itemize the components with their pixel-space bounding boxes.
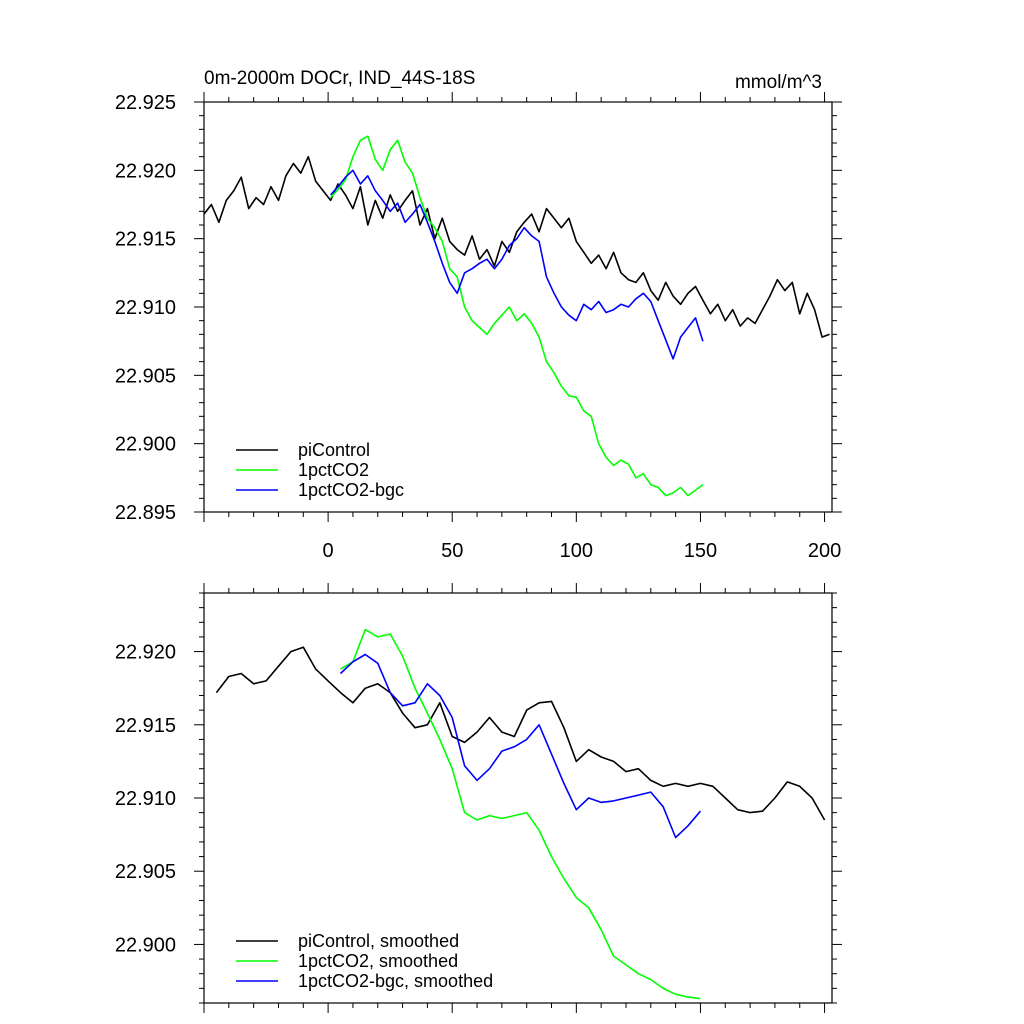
legend-label: 1pctCO2, smoothed xyxy=(298,951,458,971)
y-tick-label: 22.895 xyxy=(115,502,176,524)
series-line-1pctco2-bgc xyxy=(330,169,704,360)
legend-label: 1pctCO2-bgc, smoothed xyxy=(298,971,493,991)
series-line-picontrol-smoothed xyxy=(215,646,826,821)
x-tick-label: 150 xyxy=(684,540,717,562)
x-tick-label: 0 xyxy=(323,540,334,562)
bottom-axes-group: 22.900 22.905 22.910 22.915 22.920 xyxy=(115,583,842,1013)
top-panel: 0m-2000m DOCr, IND_44S-18S mmol/m^3 0 50 1… xyxy=(115,68,842,562)
units-label: mmol/m^3 xyxy=(735,72,822,93)
legend-label: piControl xyxy=(298,440,370,460)
y-tick-label: 22.905 xyxy=(115,365,176,387)
series-line-picontrol xyxy=(204,155,830,338)
x-tick-label: 200 xyxy=(808,540,841,562)
y-tick-label: 22.915 xyxy=(115,229,176,251)
y-tick-label: 22.900 xyxy=(115,934,176,956)
y-tick-label: 22.915 xyxy=(115,715,176,737)
y-tick-label: 22.900 xyxy=(115,434,176,456)
legend-label: 1pctCO2-bgc xyxy=(298,480,404,500)
series-line-1pctco2-smoothed xyxy=(340,628,701,1000)
bottom-series-group xyxy=(215,628,826,1000)
panel-title: 0m-2000m DOCr, IND_44S-18S xyxy=(204,68,475,89)
series-line-1pctco2-bgc-smoothed xyxy=(339,653,702,839)
x-tick-label: 100 xyxy=(560,540,593,562)
y-tick-label: 22.920 xyxy=(115,642,176,664)
y-tick-label: 22.925 xyxy=(115,92,176,114)
top-series-group xyxy=(204,135,830,497)
y-tick-label: 22.920 xyxy=(115,160,176,182)
series-line-1pctco2 xyxy=(330,135,704,497)
top-axes-group: 0 50 100 150 200 22.895 22.900 22.905 22.910 22.9… xyxy=(115,92,842,562)
y-tick-label: 22.905 xyxy=(115,861,176,883)
y-tick-label: 22.910 xyxy=(115,297,176,319)
bottom-panel: 22.900 22.905 22.910 22.915 22.920 piControl… xyxy=(115,583,842,1013)
legend-label: piControl, smoothed xyxy=(298,931,459,951)
y-tick-label: 22.910 xyxy=(115,788,176,810)
legend-label: 1pctCO2 xyxy=(298,460,369,480)
x-tick-label: 50 xyxy=(441,540,463,562)
